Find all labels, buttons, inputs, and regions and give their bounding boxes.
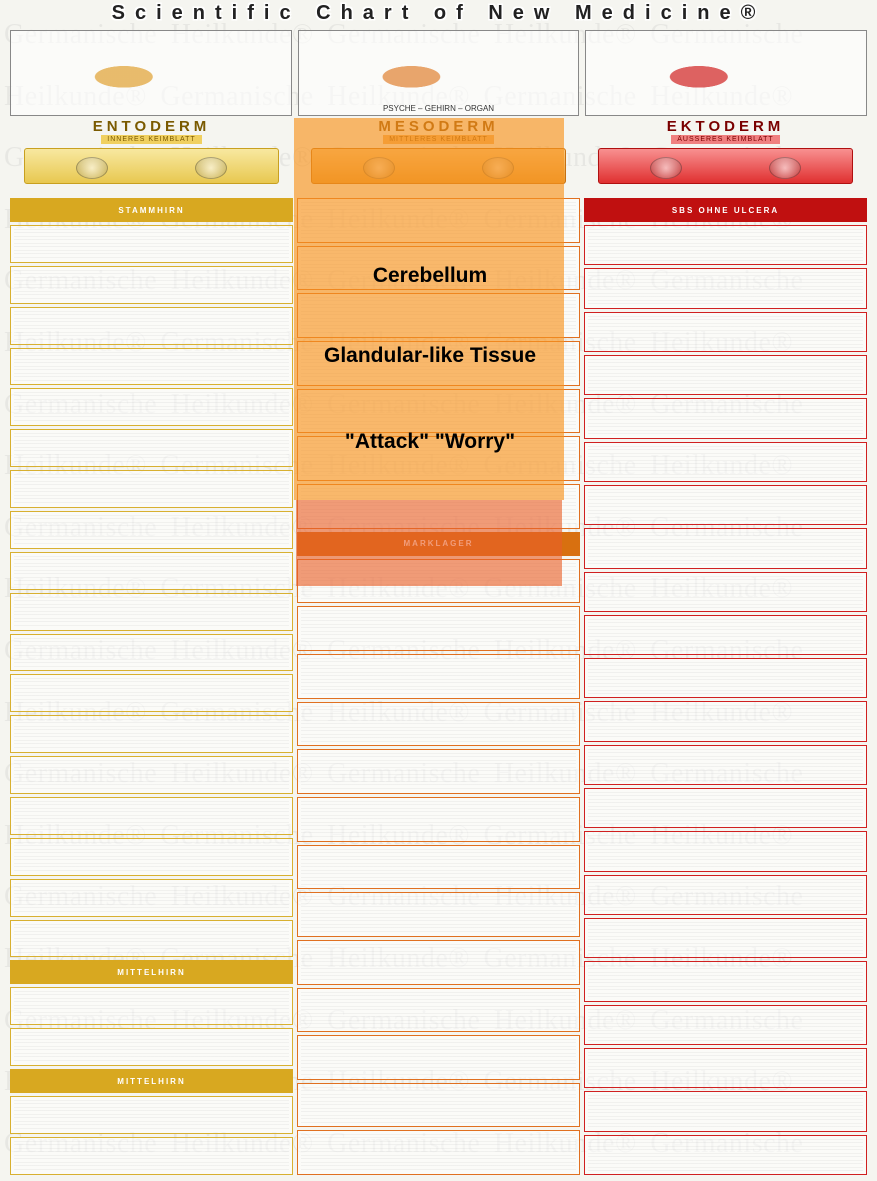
chart-cell: [584, 572, 867, 612]
chart-cell: [584, 658, 867, 698]
entoderm-column: STAMMHIRN MITTELHIRN MITTELHIRN: [10, 196, 293, 1175]
chart-cell: [10, 348, 293, 386]
header-box-right: [585, 30, 867, 116]
entoderm-brain-strip: [24, 148, 279, 184]
chart-cell: [584, 875, 867, 915]
ektoderm-column: SBS OHNE ULCERA: [584, 196, 867, 1175]
highlight-region-bottom: [296, 500, 562, 586]
annotation-line-1: Cerebellum: [280, 264, 580, 288]
chart-cell: [584, 1091, 867, 1131]
chart-cell: [10, 388, 293, 426]
chart-cell: [10, 429, 293, 467]
chart-cell: [584, 268, 867, 308]
chart-cell: [297, 1130, 580, 1175]
chart-cell: [10, 674, 293, 712]
chart-cell: [10, 797, 293, 835]
chart-cell: [10, 593, 293, 631]
section-band: STAMMHIRN: [10, 198, 293, 222]
chart-cell: [10, 756, 293, 794]
entoderm-subtitle: INNERES KEIMBLATT: [101, 135, 201, 144]
chart-cell: [10, 1096, 293, 1134]
chart-cell: [10, 838, 293, 876]
chart-cell: [10, 552, 293, 590]
chart-cell: [584, 1005, 867, 1045]
chart-cell: [297, 1035, 580, 1080]
chart-cell: [10, 307, 293, 345]
chart-cell: [584, 398, 867, 438]
ektoderm-brain-strip: [598, 148, 853, 184]
chart-cell: [584, 745, 867, 785]
chart-cell: [584, 1135, 867, 1175]
chart-cell: [584, 528, 867, 568]
chart-cell: [297, 606, 580, 651]
chart-cell: [584, 312, 867, 352]
column-header-entoderm: ENTODERM INNERES KEIMBLATT: [10, 118, 293, 194]
header-box-left: [10, 30, 292, 116]
chart-cell: [10, 225, 293, 263]
chart-cell: [10, 634, 293, 672]
chart-cell: [297, 845, 580, 890]
chart-cell: [10, 266, 293, 304]
chart-title: Scientific Chart of New Medicine®: [0, 0, 877, 30]
column-header-ektoderm: EKTODERM ÄUSSERES KEIMBLATT: [584, 118, 867, 194]
chart-cell: [297, 892, 580, 937]
chart-cell: [10, 470, 293, 508]
chart-cell: [10, 987, 293, 1025]
chart-cell: [297, 749, 580, 794]
chart-cell: [297, 654, 580, 699]
chart-cell: [297, 1083, 580, 1128]
annotation-line-3: "Attack" "Worry": [280, 430, 580, 454]
entoderm-title: ENTODERM: [93, 118, 211, 135]
header-box-middle-label: PSYCHE – GEHIRN – ORGAN: [299, 104, 579, 113]
chart-cell: [297, 988, 580, 1033]
chart-cell: [584, 831, 867, 871]
chart-cell: [584, 225, 867, 265]
chart-cell: [584, 355, 867, 395]
section-band: SBS OHNE ULCERA: [584, 198, 867, 222]
chart-cell: [584, 918, 867, 958]
header-row: PSYCHE – GEHIRN – ORGAN: [10, 30, 867, 116]
chart-cell: [584, 485, 867, 525]
annotation-line-2: Glandular-like Tissue: [280, 344, 580, 368]
chart-cell: [584, 615, 867, 655]
chart-cell: [584, 701, 867, 741]
chart-cell: [10, 1137, 293, 1175]
chart-cell: [10, 879, 293, 917]
chart-cell: [584, 442, 867, 482]
chart-cell: [297, 797, 580, 842]
chart-cell: [584, 788, 867, 828]
chart-cell: [297, 940, 580, 985]
chart-cell: [584, 1048, 867, 1088]
chart-cell: [10, 1028, 293, 1066]
section-band: MITTELHIRN: [10, 1069, 293, 1093]
chart-cell: [10, 511, 293, 549]
header-box-middle: PSYCHE – GEHIRN – ORGAN: [298, 30, 580, 116]
chart-cell: [10, 920, 293, 958]
chart-cell: [297, 702, 580, 747]
section-band: MITTELHIRN: [10, 960, 293, 984]
ektoderm-title: EKTODERM: [667, 118, 785, 135]
chart-cell: [10, 715, 293, 753]
chart-cell: [584, 961, 867, 1001]
ektoderm-subtitle: ÄUSSERES KEIMBLATT: [671, 135, 779, 144]
